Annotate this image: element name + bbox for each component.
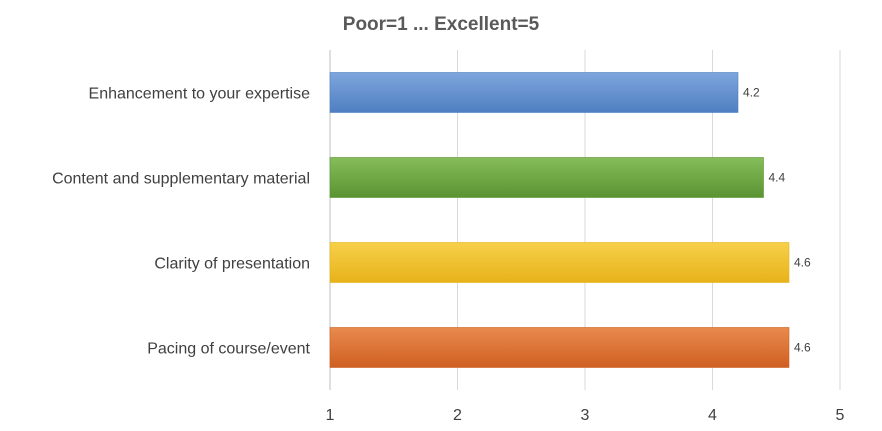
x-tick-label: 4 <box>708 407 717 424</box>
x-tick-label: 1 <box>326 407 335 424</box>
x-tick-label: 3 <box>581 407 590 424</box>
x-tick-label: 5 <box>836 407 845 424</box>
data-label: 4.4 <box>769 171 786 185</box>
x-axis-ticks: 1 2 3 4 5 <box>326 407 845 424</box>
bar-4 <box>329 327 790 368</box>
data-label: 4.6 <box>794 256 811 270</box>
category-labels: Enhancement to your expertise Content and… <box>52 86 310 358</box>
category-label: Pacing of course/event <box>147 341 310 358</box>
bar-2 <box>329 157 764 198</box>
category-label: Clarity of presentation <box>154 256 310 273</box>
data-label: 4.6 <box>794 341 811 355</box>
bar-1 <box>329 72 739 113</box>
x-tick-label: 2 <box>453 407 462 424</box>
chart-title: Poor=1 ... Excellent=5 <box>343 14 540 35</box>
bars <box>329 72 790 368</box>
bar-3 <box>329 242 790 283</box>
category-label: Enhancement to your expertise <box>89 86 311 103</box>
category-label: Content and supplementary material <box>52 171 310 188</box>
data-label: 4.2 <box>743 86 760 100</box>
data-labels: 4.2 4.4 4.6 4.6 <box>743 86 811 355</box>
